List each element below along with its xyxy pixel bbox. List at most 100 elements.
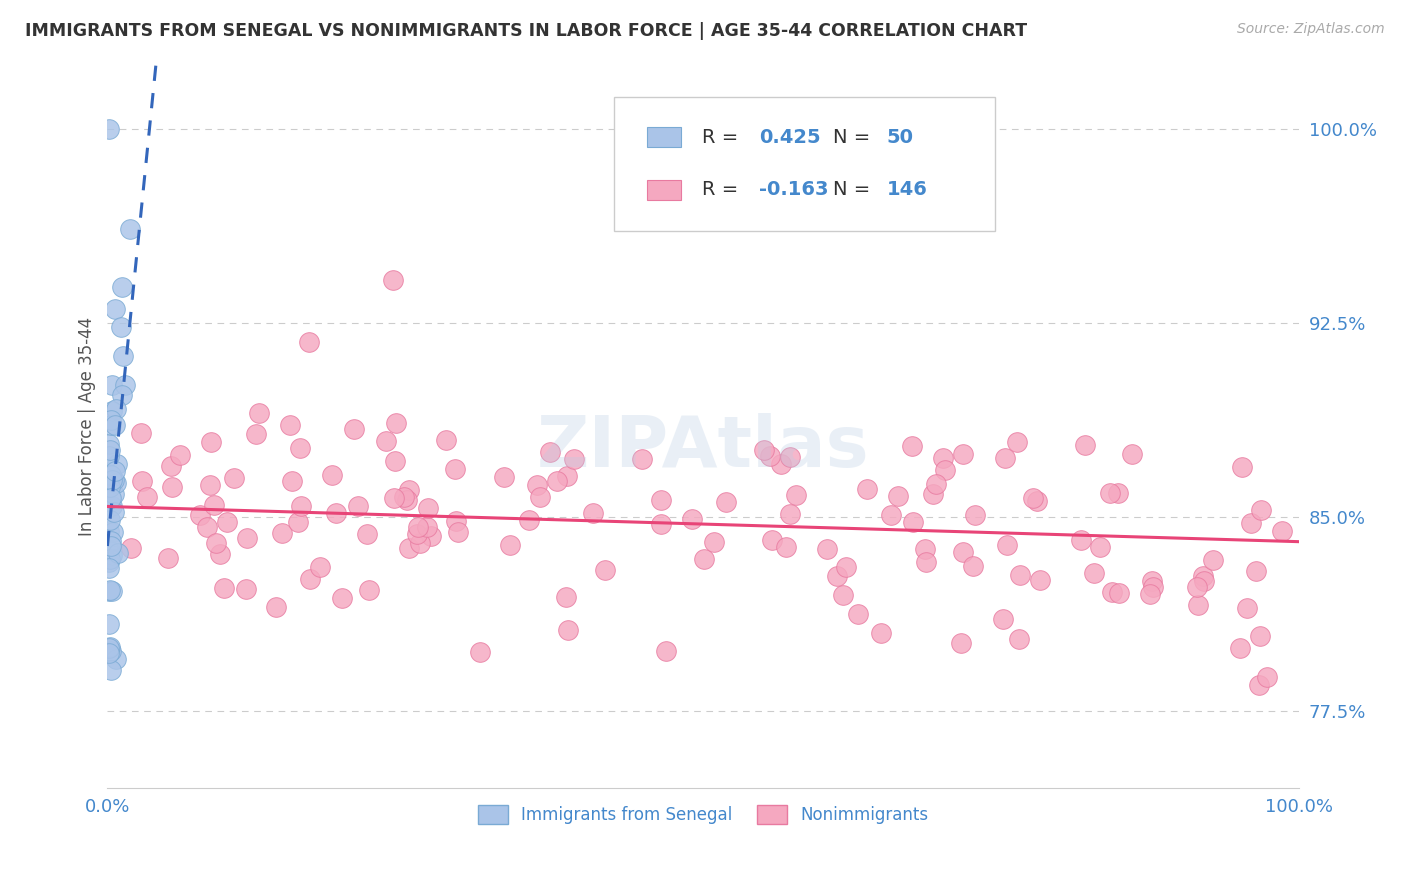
Point — [1230, 460, 1253, 475]
Point — [1028, 573, 1050, 587]
Point — [546, 474, 568, 488]
Point — [104, 417, 127, 432]
Point — [290, 500, 312, 514]
Point — [1008, 567, 1031, 582]
Point — [159, 459, 181, 474]
Point — [398, 541, 420, 556]
Point — [1250, 502, 1272, 516]
Point — [97, 583, 120, 598]
Point — [901, 439, 924, 453]
Point — [97, 543, 120, 558]
Point — [97, 524, 120, 538]
Point — [270, 526, 292, 541]
Point — [914, 555, 936, 569]
Point — [356, 527, 378, 541]
Text: Source: ZipAtlas.com: Source: ZipAtlas.com — [1237, 22, 1385, 37]
Point — [1192, 574, 1215, 589]
Point — [111, 388, 134, 402]
Point — [195, 520, 218, 534]
Legend: Immigrants from Senegal, Nonimmigrants: Immigrants from Senegal, Nonimmigrants — [471, 798, 935, 830]
Point — [952, 544, 974, 558]
Point — [562, 452, 585, 467]
Point — [208, 547, 231, 561]
Point — [100, 663, 122, 677]
Point — [887, 489, 910, 503]
Point — [235, 531, 257, 545]
Point — [1108, 586, 1130, 600]
Point — [297, 335, 319, 350]
Point — [949, 636, 972, 650]
Text: R =: R = — [702, 128, 745, 147]
Point — [963, 508, 986, 523]
Point — [214, 582, 236, 596]
Point — [655, 644, 678, 658]
Point — [398, 483, 420, 497]
Point — [593, 563, 616, 577]
Text: 146: 146 — [887, 180, 928, 200]
Point — [281, 475, 304, 489]
Point — [1139, 587, 1161, 601]
Point — [582, 506, 605, 520]
Point — [1140, 574, 1163, 588]
Point — [759, 450, 782, 464]
Point — [100, 418, 122, 433]
Point — [517, 513, 540, 527]
Point — [235, 582, 257, 597]
Point — [879, 508, 901, 522]
Point — [995, 538, 1018, 552]
Point — [114, 378, 136, 392]
Point — [835, 560, 858, 574]
Point — [408, 536, 430, 550]
Point — [98, 513, 121, 527]
Point — [97, 449, 120, 463]
Point — [775, 540, 797, 554]
Point — [97, 646, 120, 660]
Point — [198, 478, 221, 492]
Point — [98, 582, 121, 597]
Point — [299, 572, 322, 586]
Point — [650, 516, 672, 531]
Point — [1008, 632, 1031, 646]
Point — [104, 301, 127, 316]
Point — [247, 406, 270, 420]
Point — [100, 413, 122, 427]
Point — [901, 515, 924, 529]
Point — [770, 457, 793, 471]
Point — [1240, 516, 1263, 531]
Point — [98, 616, 121, 631]
Point — [97, 641, 120, 656]
Point — [131, 426, 153, 441]
Point — [468, 645, 491, 659]
Point — [1101, 584, 1123, 599]
Point — [779, 507, 801, 521]
Text: ZIPAtlas: ZIPAtlas — [537, 413, 870, 483]
Point — [1249, 677, 1271, 691]
Point — [101, 584, 124, 599]
Point — [1187, 599, 1209, 613]
Point — [396, 492, 419, 507]
Point — [555, 469, 578, 483]
Point — [555, 590, 578, 604]
Point — [392, 490, 415, 504]
Point — [1236, 601, 1258, 615]
Point — [374, 434, 396, 448]
Point — [1005, 435, 1028, 450]
Point — [169, 448, 191, 462]
Point — [703, 535, 725, 549]
Point — [98, 443, 121, 458]
Point — [444, 514, 467, 528]
Point — [650, 493, 672, 508]
Point — [1026, 493, 1049, 508]
Text: N =: N = — [834, 128, 877, 147]
Point — [107, 546, 129, 560]
Point — [419, 529, 441, 543]
Point — [382, 491, 405, 506]
Point — [1192, 569, 1215, 583]
Point — [869, 626, 891, 640]
Point — [100, 644, 122, 658]
Point — [1244, 564, 1267, 578]
Point — [101, 548, 124, 562]
Point — [831, 588, 853, 602]
Point — [98, 543, 121, 558]
Point — [97, 561, 120, 575]
